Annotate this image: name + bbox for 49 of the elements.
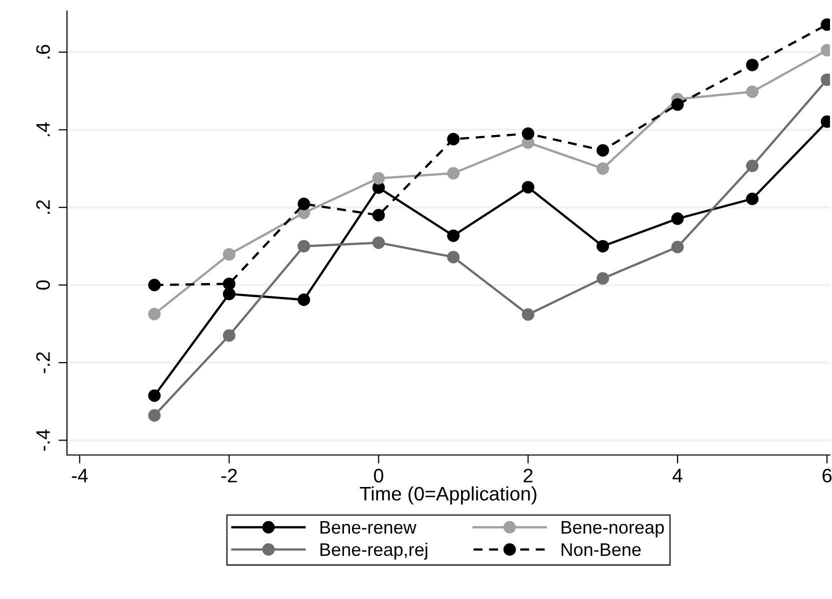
point <box>447 250 460 264</box>
legend-label: Bene-renew <box>320 521 416 534</box>
y-tick-label: 0 <box>36 280 50 290</box>
y-tick-label: -.4 <box>36 429 50 451</box>
point <box>148 389 161 402</box>
point <box>298 294 310 306</box>
y-tick-label: .2 <box>36 200 50 214</box>
point <box>746 160 759 172</box>
x-tick-label: 2 <box>524 468 533 482</box>
point <box>148 409 161 422</box>
x-tick-label: 6 <box>822 468 832 482</box>
point <box>671 240 684 254</box>
point <box>746 192 759 206</box>
point <box>746 85 759 98</box>
point <box>148 278 161 292</box>
legend-label: Bene-noreap <box>562 521 664 538</box>
x-tick-label: -2 <box>221 468 237 482</box>
point <box>222 329 236 342</box>
point <box>522 308 534 321</box>
x-tick-label: -4 <box>72 468 88 482</box>
y-tick-label: -.2 <box>36 352 50 374</box>
point <box>522 127 534 140</box>
point <box>298 198 310 210</box>
point <box>372 236 385 249</box>
point <box>522 180 534 194</box>
point <box>447 166 460 180</box>
point <box>596 272 610 285</box>
point <box>596 162 610 175</box>
point <box>671 98 684 111</box>
point <box>372 208 385 222</box>
x-axis-title: Time (0=Application) <box>360 486 536 504</box>
point <box>148 308 161 320</box>
point <box>222 288 236 300</box>
y-tick-label: .6 <box>36 44 50 58</box>
x-tick-label: 4 <box>672 468 682 482</box>
point <box>746 58 759 72</box>
point <box>298 240 310 252</box>
y-tick-label: .4 <box>36 122 50 136</box>
point <box>447 229 460 242</box>
point <box>596 240 610 252</box>
point <box>596 144 610 157</box>
point <box>447 132 460 146</box>
point <box>222 278 236 290</box>
legend-label: Bene-reap,rej <box>320 542 428 560</box>
point <box>372 172 385 185</box>
point <box>671 212 684 225</box>
legend-label: Non-Bene <box>562 543 641 556</box>
point <box>222 248 236 261</box>
x-tick-label: 0 <box>374 468 384 482</box>
